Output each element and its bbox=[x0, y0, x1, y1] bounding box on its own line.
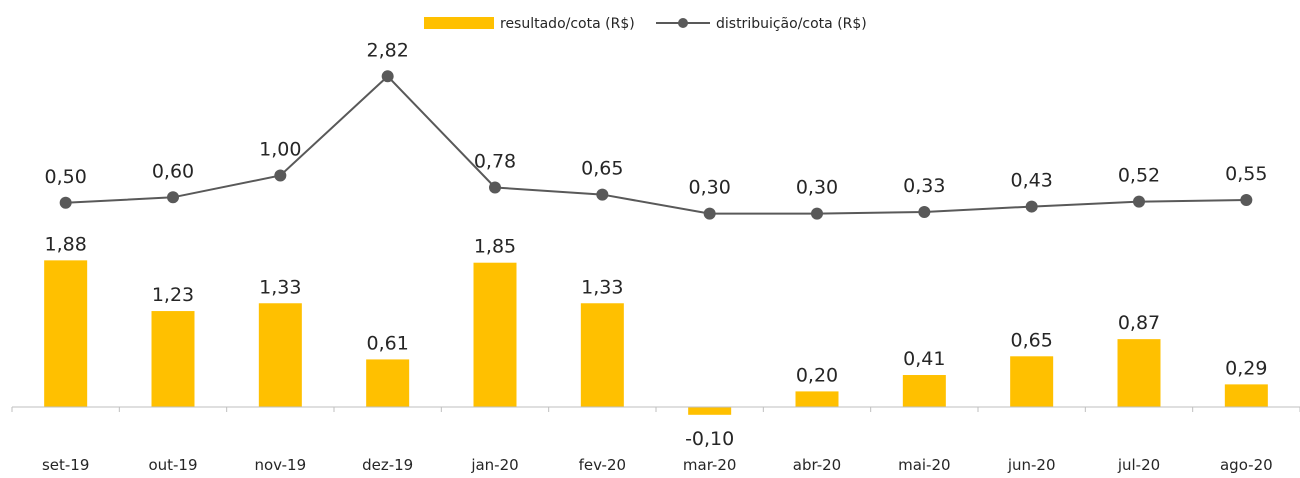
bar-label-out-19: 1,23 bbox=[152, 284, 194, 306]
x-tick-label-ago-20: ago-20 bbox=[1220, 456, 1273, 474]
x-tick-label-jan-20: jan-20 bbox=[470, 456, 518, 474]
x-tick-label-mar-20: mar-20 bbox=[683, 456, 737, 474]
bar-label-jul-20: 0,87 bbox=[1118, 312, 1160, 334]
bar-label-nov-19: 1,33 bbox=[259, 276, 301, 298]
bar-mai-20 bbox=[902, 375, 946, 407]
x-tick-label-set-19: set-19 bbox=[42, 456, 89, 474]
line-label-dez-19: 2,82 bbox=[367, 39, 409, 61]
bar-label-fev-20: 1,33 bbox=[581, 276, 623, 298]
line-point-jan-20 bbox=[489, 181, 501, 194]
line-point-nov-19 bbox=[274, 169, 287, 182]
line-series-distribuicao: 0,50 0,60 1,00 2,82 0,78 0,65 0,30 0,30 0,33 0,43… bbox=[45, 39, 1267, 220]
line-point-ago-20 bbox=[1240, 194, 1253, 207]
line-label-mar-20: 0,30 bbox=[689, 177, 731, 199]
line-label-out-19: 0,60 bbox=[152, 160, 194, 182]
bar-label-mar-20: -0,10 bbox=[685, 428, 734, 450]
line-label-jun-20: 0,43 bbox=[1011, 170, 1053, 192]
x-tick-label-jul-20: jul-20 bbox=[1117, 456, 1160, 474]
line-point-out-19 bbox=[167, 191, 179, 204]
line-point-mar-20 bbox=[703, 207, 716, 220]
line-path bbox=[65, 74, 1247, 215]
line-label-mai-20: 0,33 bbox=[903, 175, 945, 197]
line-label-ago-20: 0,55 bbox=[1225, 163, 1267, 185]
x-tick-label-abr-20: abr-20 bbox=[793, 456, 841, 474]
bar-series-resultado: 1,88 1,23 1,33 0,61 1,85 1,33 -0,10 0,20 0,41 0,6… bbox=[44, 233, 1268, 450]
line-label-jan-20: 0,78 bbox=[474, 150, 516, 172]
line-point-set-19 bbox=[59, 196, 72, 209]
bar-dez-19 bbox=[366, 359, 410, 407]
bar-jan-20 bbox=[473, 262, 517, 407]
bar-label-dez-19: 0,61 bbox=[367, 332, 409, 354]
x-axis: set-19 out-19 nov-19 dez-19 jan-20 fev-20 mar-… bbox=[11, 406, 1300, 474]
line-point-jun-20 bbox=[1025, 200, 1038, 213]
legend-marker-distribuicao bbox=[678, 18, 688, 28]
bar-label-abr-20: 0,20 bbox=[796, 364, 838, 386]
x-tick-label-mai-20: mai-20 bbox=[898, 456, 950, 474]
bar-fev-20 bbox=[580, 303, 624, 407]
bar-set-19 bbox=[44, 260, 88, 407]
line-label-abr-20: 0,30 bbox=[796, 177, 838, 199]
x-tick-label-dez-19: dez-19 bbox=[362, 456, 413, 474]
line-label-fev-20: 0,65 bbox=[581, 158, 623, 180]
bar-jun-20 bbox=[1010, 356, 1054, 407]
bar-label-jan-20: 1,85 bbox=[474, 236, 516, 258]
bar-abr-20 bbox=[795, 391, 839, 407]
legend-label-distribuicao: distribuição/cota (R$) bbox=[716, 16, 867, 32]
line-point-mai-20 bbox=[918, 206, 931, 219]
line-point-dez-19 bbox=[381, 70, 394, 83]
line-point-fev-20 bbox=[596, 188, 609, 201]
bar-jul-20 bbox=[1117, 339, 1161, 407]
legend-label-resultado: resultado/cota (R$) bbox=[500, 16, 635, 32]
line-label-set-19: 0,50 bbox=[45, 166, 87, 188]
legend: resultado/cota (R$) distribuição/cota (R… bbox=[424, 16, 867, 32]
x-tick-label-out-19: out-19 bbox=[148, 456, 197, 474]
bar-label-mai-20: 0,41 bbox=[903, 348, 945, 370]
bar-nov-19 bbox=[258, 303, 302, 407]
x-tick-label-nov-19: nov-19 bbox=[254, 456, 306, 474]
bar-label-set-19: 1,88 bbox=[45, 233, 87, 255]
bar-mar-20 bbox=[688, 407, 732, 415]
bar-label-jun-20: 0,65 bbox=[1011, 329, 1053, 351]
x-tick-label-fev-20: fev-20 bbox=[579, 456, 626, 474]
bar-label-ago-20: 0,29 bbox=[1225, 357, 1267, 379]
line-label-jul-20: 0,52 bbox=[1118, 165, 1160, 187]
bar-out-19 bbox=[151, 311, 195, 407]
bar-ago-20 bbox=[1224, 384, 1268, 407]
line-label-nov-19: 1,00 bbox=[259, 139, 301, 161]
x-tick-label-jun-20: jun-20 bbox=[1007, 456, 1056, 474]
legend-swatch-resultado bbox=[424, 17, 494, 29]
line-point-jul-20 bbox=[1133, 195, 1145, 208]
line-point-abr-20 bbox=[811, 207, 823, 220]
